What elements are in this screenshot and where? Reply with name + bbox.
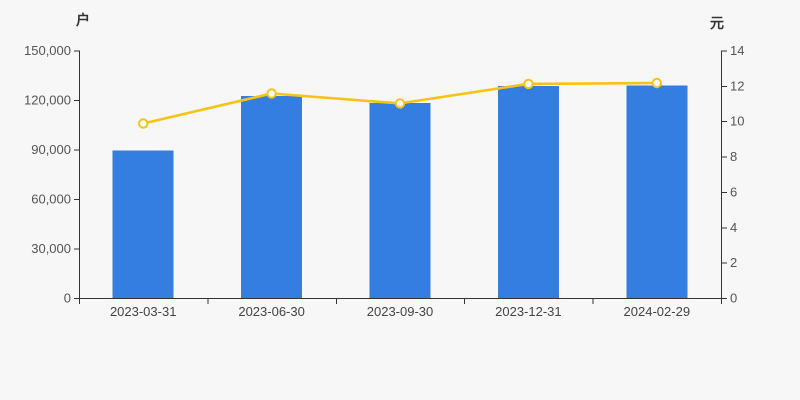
right-axis-tick-label: 10 — [730, 114, 744, 129]
bar-2023-06-30[interactable] — [241, 96, 303, 298]
right-axis-tick-label: 4 — [730, 220, 737, 235]
bar-2023-12-31[interactable] — [497, 86, 559, 298]
left-axis-tick-label: 120,000 — [24, 93, 71, 108]
left-axis-tick-label: 150,000 — [24, 43, 71, 58]
x-axis-label: 2024-02-29 — [624, 304, 691, 319]
line-marker-2023-12-31[interactable] — [523, 78, 534, 90]
right-axis-unit-label: 元 — [710, 15, 724, 31]
right-axis-tick-label: 14 — [730, 43, 744, 58]
bar-2023-09-30[interactable] — [369, 102, 431, 298]
bar-2023-03-31[interactable] — [112, 150, 174, 298]
left-axis-tick-label: 30,000 — [31, 241, 71, 256]
left-axis-tick-label: 60,000 — [31, 192, 71, 207]
bar-2024-02-29[interactable] — [626, 85, 688, 298]
x-axis-label: 2023-06-30 — [238, 304, 305, 319]
right-axis-tick-label: 12 — [730, 78, 744, 93]
x-axis-label: 2023-03-31 — [110, 304, 177, 319]
right-axis-tick-label: 0 — [730, 291, 737, 306]
left-axis-tick-label: 0 — [64, 291, 71, 306]
line-marker-2024-02-29[interactable] — [651, 77, 662, 89]
left-axis-tick-label: 90,000 — [31, 142, 71, 157]
left-axis-unit-label: 户 — [76, 12, 90, 28]
right-axis-tick-label: 6 — [730, 184, 737, 199]
right-axis-tick-label: 8 — [730, 149, 737, 164]
right-axis-tick-label: 2 — [730, 255, 737, 270]
x-axis-label: 2023-12-31 — [495, 304, 562, 319]
x-axis-label: 2023-09-30 — [367, 304, 434, 319]
line-marker-2023-03-31[interactable] — [138, 118, 149, 129]
line-marker-2023-09-30[interactable] — [394, 98, 406, 109]
line-marker-2023-06-30[interactable] — [266, 88, 277, 99]
